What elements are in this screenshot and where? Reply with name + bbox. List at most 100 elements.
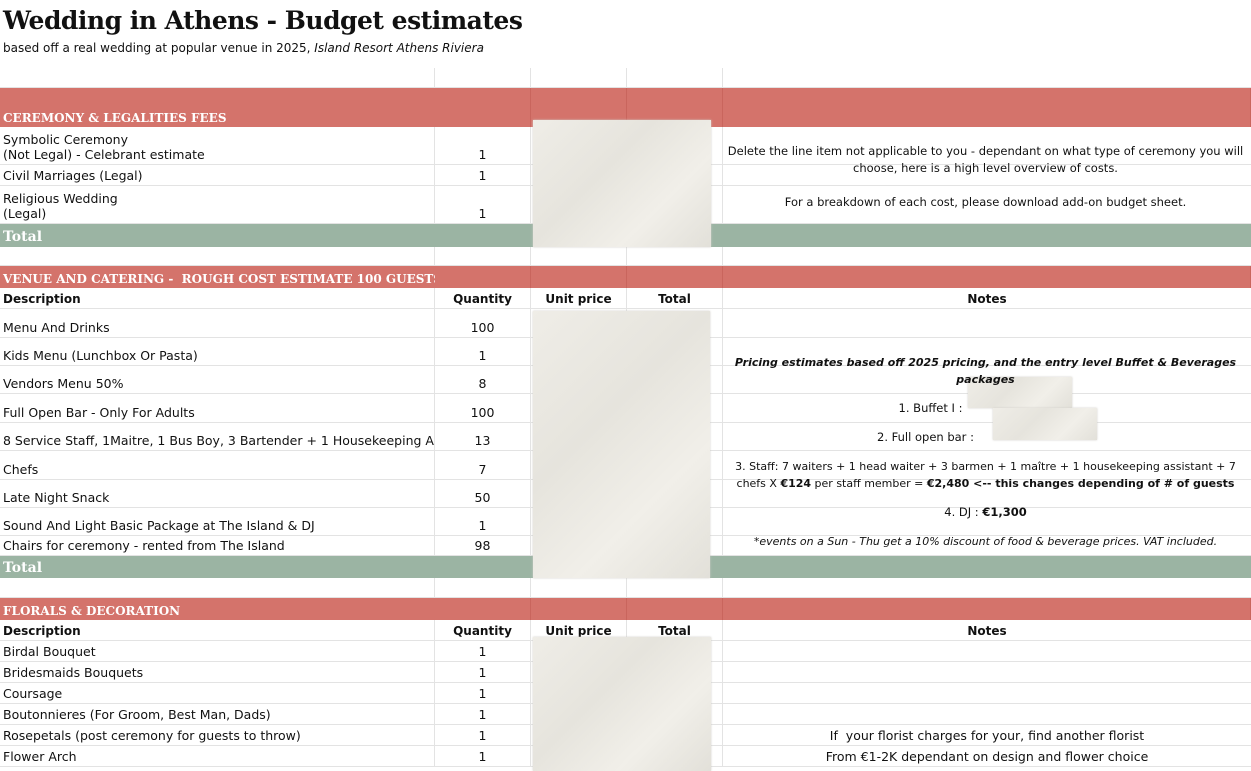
cell[interactable]	[531, 88, 627, 127]
cell[interactable]	[627, 266, 723, 288]
cell[interactable]: Full Open Bar - Only For Adults	[0, 394, 435, 422]
cell[interactable]	[627, 165, 723, 185]
cell[interactable]	[531, 68, 627, 87]
cell[interactable]	[627, 247, 723, 265]
cell[interactable]	[627, 366, 723, 393]
cell[interactable]: Flower Arch	[0, 746, 435, 766]
cell[interactable]: Chefs	[0, 451, 435, 479]
cell[interactable]: Total	[3, 229, 43, 245]
cell[interactable]	[627, 451, 723, 479]
cell[interactable]: Symbolic Ceremony (Not Legal) - Celebran…	[0, 127, 435, 164]
cell[interactable]: 1	[435, 186, 531, 223]
cell[interactable]: 1	[435, 746, 531, 766]
cell[interactable]	[435, 247, 531, 265]
cell[interactable]	[0, 578, 435, 597]
cell[interactable]: Civil Marriages (Legal)	[0, 165, 435, 185]
cell[interactable]: Chairs for ceremony - rented from The Is…	[0, 536, 435, 555]
cell[interactable]	[627, 68, 723, 87]
cell[interactable]	[627, 746, 723, 766]
cell[interactable]	[531, 598, 627, 620]
cell[interactable]	[627, 338, 723, 365]
cell[interactable]: Description	[0, 620, 435, 640]
cell[interactable]: If your florist charges for your, find a…	[829, 728, 1145, 743]
cell[interactable]: Boutonnieres (For Groom, Best Man, Dads)	[0, 704, 435, 724]
cell[interactable]	[627, 394, 723, 422]
cell[interactable]: 100	[435, 309, 531, 337]
cell[interactable]: 1	[435, 508, 531, 535]
cell[interactable]	[723, 704, 1251, 724]
cell[interactable]	[723, 309, 1251, 337]
cell[interactable]	[531, 266, 627, 288]
cell[interactable]: 1	[435, 127, 531, 164]
cell[interactable]	[627, 186, 723, 223]
cell[interactable]	[723, 662, 1251, 682]
cell[interactable]: 7	[435, 451, 531, 479]
cell[interactable]: Religious Wedding (Legal)	[0, 186, 435, 223]
cell[interactable]: Notes	[967, 624, 1007, 638]
cell[interactable]	[723, 578, 1251, 597]
cell[interactable]	[435, 224, 531, 247]
cell[interactable]	[627, 598, 723, 620]
cell[interactable]	[723, 68, 1251, 87]
cell[interactable]: 1	[435, 683, 531, 703]
cell[interactable]	[627, 725, 723, 745]
cell[interactable]: Total	[627, 620, 723, 640]
cell[interactable]	[627, 88, 723, 127]
cell[interactable]: Rosepetals (post ceremony for guests to …	[0, 725, 435, 745]
cell[interactable]	[723, 556, 1251, 578]
cell[interactable]	[723, 247, 1251, 265]
cell[interactable]: Bridesmaids Bouquets	[0, 662, 435, 682]
cell[interactable]: 8 Service Staff, 1Maitre, 1 Bus Boy, 3 B…	[0, 423, 435, 450]
cell[interactable]	[723, 598, 1251, 620]
cell[interactable]	[627, 578, 723, 597]
cell[interactable]	[723, 224, 1251, 247]
cell[interactable]: 1	[435, 338, 531, 365]
cell[interactable]: VENUE AND CATERING - ROUGH COST ESTIMATE…	[3, 272, 435, 286]
cell[interactable]: 1	[435, 725, 531, 745]
cell[interactable]: Coursage	[0, 683, 435, 703]
cell[interactable]	[627, 641, 723, 661]
cell[interactable]: From €1-2K dependant on design and flowe…	[825, 749, 1149, 764]
cell[interactable]: Unit price	[531, 620, 627, 640]
cell[interactable]: Description	[0, 288, 435, 308]
cell[interactable]	[435, 578, 531, 597]
cell[interactable]: 8	[435, 366, 531, 393]
cell[interactable]	[723, 641, 1251, 661]
cell[interactable]	[627, 704, 723, 724]
cell[interactable]: Menu And Drinks	[0, 309, 435, 337]
cell[interactable]	[627, 662, 723, 682]
cell[interactable]	[531, 578, 627, 597]
cell[interactable]: Birdal Bouquet	[0, 641, 435, 661]
cell[interactable]	[435, 556, 531, 578]
cell[interactable]	[627, 683, 723, 703]
cell[interactable]: 1	[435, 641, 531, 661]
cell[interactable]: Late Night Snack	[0, 480, 435, 507]
cell[interactable]: 1	[435, 704, 531, 724]
cell[interactable]: Quantity	[435, 288, 531, 308]
cell[interactable]: 1	[435, 165, 531, 185]
cell[interactable]: Total	[3, 560, 43, 576]
cell[interactable]: Sound And Light Basic Package at The Isl…	[0, 508, 435, 535]
cell[interactable]: Vendors Menu 50%	[0, 366, 435, 393]
cell[interactable]	[435, 266, 531, 288]
cell[interactable]: 100	[435, 394, 531, 422]
cell[interactable]	[627, 480, 723, 507]
cell[interactable]: FLORALS & DECORATION	[3, 604, 181, 618]
cell[interactable]: Kids Menu (Lunchbox Or Pasta)	[0, 338, 435, 365]
cell[interactable]	[723, 88, 1251, 127]
cell[interactable]: 98	[435, 536, 531, 555]
cell[interactable]: CEREMONY & LEGALITIES FEES	[3, 111, 227, 125]
cell[interactable]	[627, 423, 723, 450]
cell[interactable]	[531, 247, 627, 265]
cell[interactable]	[435, 88, 531, 127]
cell[interactable]	[435, 68, 531, 87]
cell[interactable]	[0, 68, 435, 87]
cell[interactable]: 50	[435, 480, 531, 507]
cell[interactable]	[723, 683, 1251, 703]
cell[interactable]: 1	[435, 662, 531, 682]
cell[interactable]: Notes	[967, 292, 1007, 306]
cell[interactable]	[627, 309, 723, 337]
cell[interactable]	[627, 508, 723, 535]
cell[interactable]	[435, 598, 531, 620]
cell[interactable]: 13	[435, 423, 531, 450]
